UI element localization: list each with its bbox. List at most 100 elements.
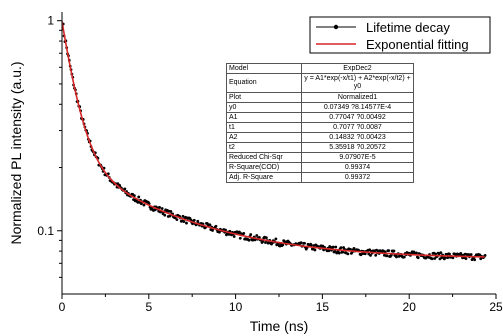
- data-point: [415, 251, 418, 255]
- fit-parameters-table: Model ExpDec2 Equation y = A1*exp(-x/t1) + …: [226, 63, 414, 183]
- legend-label-exponential-fitting: Exponential fitting: [366, 37, 469, 52]
- data-point: [369, 253, 372, 257]
- x-tick-label-2: 10: [229, 300, 243, 314]
- fit-param-value: ExpDec2: [301, 63, 414, 74]
- fit-row-plot: Plot Normalized1: [226, 92, 414, 103]
- data-point: [303, 241, 306, 245]
- fit-param-label: t1: [226, 122, 302, 133]
- data-point: [349, 247, 352, 251]
- data-point: [192, 218, 196, 222]
- data-point: [310, 243, 313, 247]
- data-point: [281, 243, 285, 247]
- x-tick-label-3: 15: [316, 300, 330, 314]
- fit-param-label: y0: [226, 102, 302, 113]
- fit-param-value: 5.35918 ?0.20572: [301, 142, 414, 153]
- data-point: [214, 224, 218, 228]
- data-point: [242, 232, 246, 235]
- data-point: [385, 254, 389, 258]
- fit-param-value: 0.77047 ?0.00492: [301, 112, 414, 123]
- data-point: [249, 233, 253, 236]
- legend-box: [309, 16, 491, 54]
- fit-row-r-square-cod-: R-Square(COD) 0.99374: [226, 162, 414, 173]
- data-point: [430, 257, 434, 261]
- data-point: [261, 240, 265, 243]
- data-point: [352, 246, 356, 250]
- fit-param-label: R-Square(COD): [226, 162, 302, 173]
- fit-param-label: Adj. R-Square: [226, 172, 302, 183]
- data-point: [168, 214, 172, 218]
- data-point: [160, 207, 164, 210]
- data-point: [327, 249, 331, 253]
- y-tick-label-0: 1: [47, 14, 54, 28]
- y-axis-label: Normalized PL intensity (a.u.): [8, 61, 24, 244]
- fit-row-t2: t2 5.35918 ?0.20572: [226, 142, 414, 153]
- data-point: [196, 219, 200, 223]
- data-point: [185, 221, 188, 225]
- data-point: [238, 236, 242, 240]
- data-point: [169, 210, 173, 213]
- fit-row-a2: A2 0.14832 ?0.00423: [226, 132, 414, 143]
- fit-param-value: 9.07907E-5: [301, 152, 414, 163]
- data-point: [434, 252, 437, 256]
- y-tick-label-1: 0.1: [37, 224, 54, 238]
- data-point: [175, 218, 179, 221]
- data-point: [402, 255, 406, 259]
- data-point: [334, 245, 338, 249]
- fit-param-value: 0.7077 ?0.0087: [301, 122, 414, 133]
- legend-marker-lifetime-decay: [333, 24, 339, 30]
- fit-param-label: Reduced Chi-Sqr: [226, 152, 302, 163]
- data-point: [264, 241, 267, 244]
- data-point: [142, 203, 146, 207]
- fit-param-value: 0.99374: [301, 162, 414, 173]
- data-point: [395, 255, 398, 259]
- fit-param-value: 0.14832 ?0.00423: [301, 132, 414, 143]
- data-point: [218, 230, 221, 234]
- data-point: [208, 223, 212, 227]
- fit-row-reduced-chi-sqr: Reduced Chi-Sqr 9.07907E-5: [226, 152, 414, 163]
- fit-row-t1: t1 0.7077 ?0.0087: [226, 122, 414, 133]
- data-point: [392, 249, 396, 253]
- data-point: [337, 251, 341, 255]
- data-point: [341, 250, 345, 254]
- data-point: [163, 213, 167, 217]
- data-point: [416, 256, 420, 260]
- x-tick-label-5: 25: [489, 300, 503, 314]
- fit-param-label: Model: [226, 63, 302, 74]
- x-tick-label-4: 20: [403, 300, 417, 314]
- data-point: [232, 235, 236, 238]
- plot-area: 0 5 10 15 20 25 1 0.1: [37, 12, 503, 314]
- fit-row-a1: A1 0.77047 ?0.00492: [226, 112, 414, 123]
- data-layer: [62, 21, 487, 262]
- data-point: [339, 246, 343, 250]
- fit-param-value: Normalized1: [301, 92, 414, 103]
- data-point: [116, 182, 120, 186]
- data-point: [451, 256, 455, 260]
- x-tick-label-0: 0: [59, 300, 66, 314]
- fit-param-label: Plot: [226, 92, 302, 103]
- data-point: [346, 252, 350, 256]
- data-point: [483, 253, 487, 257]
- fit-param-label: A2: [226, 132, 302, 143]
- data-point: [446, 256, 450, 260]
- data-point: [123, 187, 127, 191]
- data-point: [433, 257, 437, 260]
- data-point: [313, 248, 317, 252]
- data-point: [473, 258, 477, 262]
- x-tick-label-1: 5: [145, 300, 152, 314]
- fit-param-label: t2: [226, 142, 302, 153]
- legend-label-lifetime-decay: Lifetime decay: [366, 20, 450, 35]
- data-point: [181, 214, 185, 218]
- data-point: [331, 245, 335, 249]
- data-point: [137, 195, 141, 199]
- data-point: [439, 251, 443, 255]
- data-point: [182, 220, 186, 223]
- data-point: [247, 238, 251, 242]
- fit-row-adj-r-square: Adj. R-Square 0.99372: [226, 172, 414, 183]
- data-point: [443, 256, 447, 260]
- fit-row-y0: y0 0.07349 ?8.14577E-4: [226, 102, 414, 113]
- fit-table-body: Model ExpDec2 Equation y = A1*exp(-x/t1) + …: [226, 63, 414, 183]
- fit-row-model: Model ExpDec2: [226, 63, 414, 74]
- fit-param-label: Equation: [226, 73, 302, 93]
- x-axis-label: Time (ns): [250, 318, 309, 334]
